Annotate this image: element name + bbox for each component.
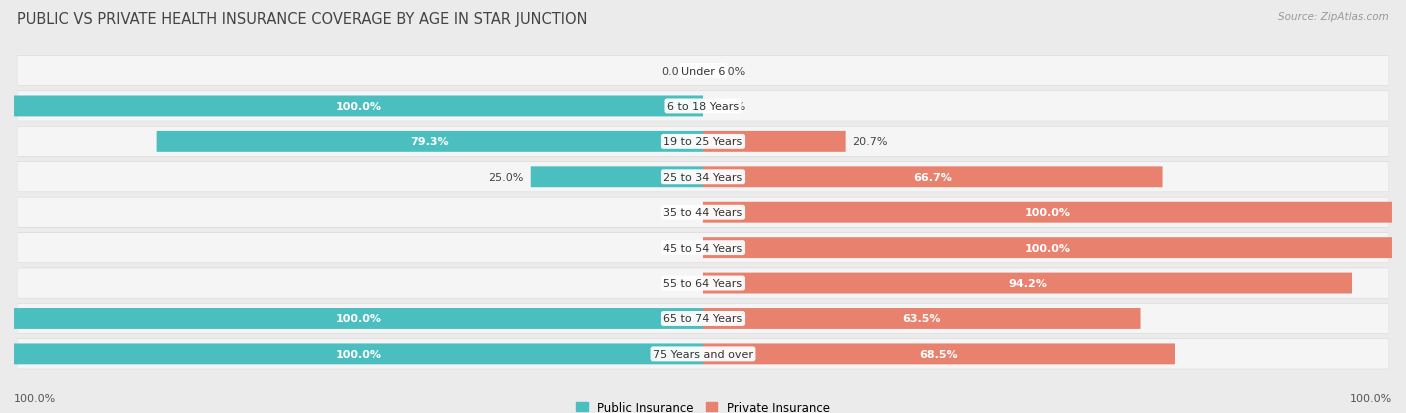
Text: 63.5%: 63.5% bbox=[903, 314, 941, 324]
Text: 20.7%: 20.7% bbox=[852, 137, 889, 147]
FancyBboxPatch shape bbox=[156, 132, 703, 152]
Text: 68.5%: 68.5% bbox=[920, 349, 959, 359]
Text: 0.0%: 0.0% bbox=[717, 66, 745, 76]
Text: PUBLIC VS PRIVATE HEALTH INSURANCE COVERAGE BY AGE IN STAR JUNCTION: PUBLIC VS PRIVATE HEALTH INSURANCE COVER… bbox=[17, 12, 588, 27]
FancyBboxPatch shape bbox=[17, 268, 1389, 298]
Text: Under 6: Under 6 bbox=[681, 66, 725, 76]
Text: 94.2%: 94.2% bbox=[1008, 278, 1047, 288]
FancyBboxPatch shape bbox=[17, 198, 1389, 228]
Text: 45 to 54 Years: 45 to 54 Years bbox=[664, 243, 742, 253]
Text: 0.0%: 0.0% bbox=[717, 102, 745, 112]
Text: 55 to 64 Years: 55 to 64 Years bbox=[664, 278, 742, 288]
Text: 0.0%: 0.0% bbox=[661, 66, 689, 76]
FancyBboxPatch shape bbox=[14, 344, 703, 364]
FancyBboxPatch shape bbox=[703, 132, 845, 152]
Text: 100.0%: 100.0% bbox=[336, 102, 381, 112]
Text: 79.3%: 79.3% bbox=[411, 137, 449, 147]
Text: 100.0%: 100.0% bbox=[1350, 393, 1392, 403]
FancyBboxPatch shape bbox=[14, 308, 703, 329]
Text: 75 Years and over: 75 Years and over bbox=[652, 349, 754, 359]
Text: 100.0%: 100.0% bbox=[336, 349, 381, 359]
Text: 35 to 44 Years: 35 to 44 Years bbox=[664, 208, 742, 218]
FancyBboxPatch shape bbox=[703, 344, 1175, 364]
Text: 0.0%: 0.0% bbox=[661, 278, 689, 288]
FancyBboxPatch shape bbox=[17, 339, 1389, 369]
FancyBboxPatch shape bbox=[17, 57, 1389, 86]
Text: 65 to 74 Years: 65 to 74 Years bbox=[664, 314, 742, 324]
FancyBboxPatch shape bbox=[17, 163, 1389, 192]
Text: 100.0%: 100.0% bbox=[1025, 243, 1070, 253]
FancyBboxPatch shape bbox=[703, 308, 1140, 329]
Text: 100.0%: 100.0% bbox=[1025, 208, 1070, 218]
FancyBboxPatch shape bbox=[17, 56, 1389, 87]
FancyBboxPatch shape bbox=[17, 197, 1389, 228]
Text: Source: ZipAtlas.com: Source: ZipAtlas.com bbox=[1278, 12, 1389, 22]
FancyBboxPatch shape bbox=[703, 202, 1392, 223]
FancyBboxPatch shape bbox=[703, 237, 1392, 259]
Text: 6 to 18 Years: 6 to 18 Years bbox=[666, 102, 740, 112]
FancyBboxPatch shape bbox=[530, 167, 703, 188]
FancyBboxPatch shape bbox=[17, 127, 1389, 157]
FancyBboxPatch shape bbox=[17, 339, 1389, 369]
FancyBboxPatch shape bbox=[17, 233, 1389, 263]
FancyBboxPatch shape bbox=[17, 304, 1389, 334]
Text: 19 to 25 Years: 19 to 25 Years bbox=[664, 137, 742, 147]
Text: 25.0%: 25.0% bbox=[488, 172, 524, 183]
FancyBboxPatch shape bbox=[14, 96, 703, 117]
Text: 0.0%: 0.0% bbox=[661, 243, 689, 253]
Text: 100.0%: 100.0% bbox=[336, 314, 381, 324]
FancyBboxPatch shape bbox=[17, 304, 1389, 334]
Text: 66.7%: 66.7% bbox=[914, 172, 952, 183]
FancyBboxPatch shape bbox=[17, 127, 1389, 157]
Text: 100.0%: 100.0% bbox=[14, 393, 56, 403]
Text: 25 to 34 Years: 25 to 34 Years bbox=[664, 172, 742, 183]
Text: 0.0%: 0.0% bbox=[661, 208, 689, 218]
FancyBboxPatch shape bbox=[17, 92, 1389, 121]
FancyBboxPatch shape bbox=[17, 233, 1389, 263]
FancyBboxPatch shape bbox=[703, 273, 1353, 294]
FancyBboxPatch shape bbox=[17, 92, 1389, 122]
FancyBboxPatch shape bbox=[17, 268, 1389, 299]
Legend: Public Insurance, Private Insurance: Public Insurance, Private Insurance bbox=[576, 401, 830, 413]
FancyBboxPatch shape bbox=[703, 167, 1163, 188]
FancyBboxPatch shape bbox=[17, 162, 1389, 192]
